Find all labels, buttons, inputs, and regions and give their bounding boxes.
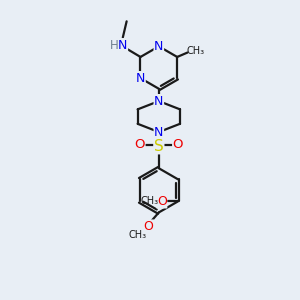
Text: O: O (134, 138, 145, 151)
Text: CH₃: CH₃ (187, 46, 205, 56)
Text: O: O (144, 220, 154, 233)
Text: CH₃: CH₃ (128, 230, 146, 240)
Text: N: N (154, 125, 164, 139)
Text: N: N (154, 40, 164, 53)
Text: O: O (173, 138, 183, 151)
Text: N: N (154, 94, 164, 108)
Text: N: N (136, 72, 145, 85)
Text: S: S (154, 139, 164, 154)
Text: O: O (157, 195, 167, 208)
Text: H: H (110, 39, 118, 52)
Text: N: N (118, 39, 128, 52)
Text: CH₃: CH₃ (140, 196, 158, 206)
